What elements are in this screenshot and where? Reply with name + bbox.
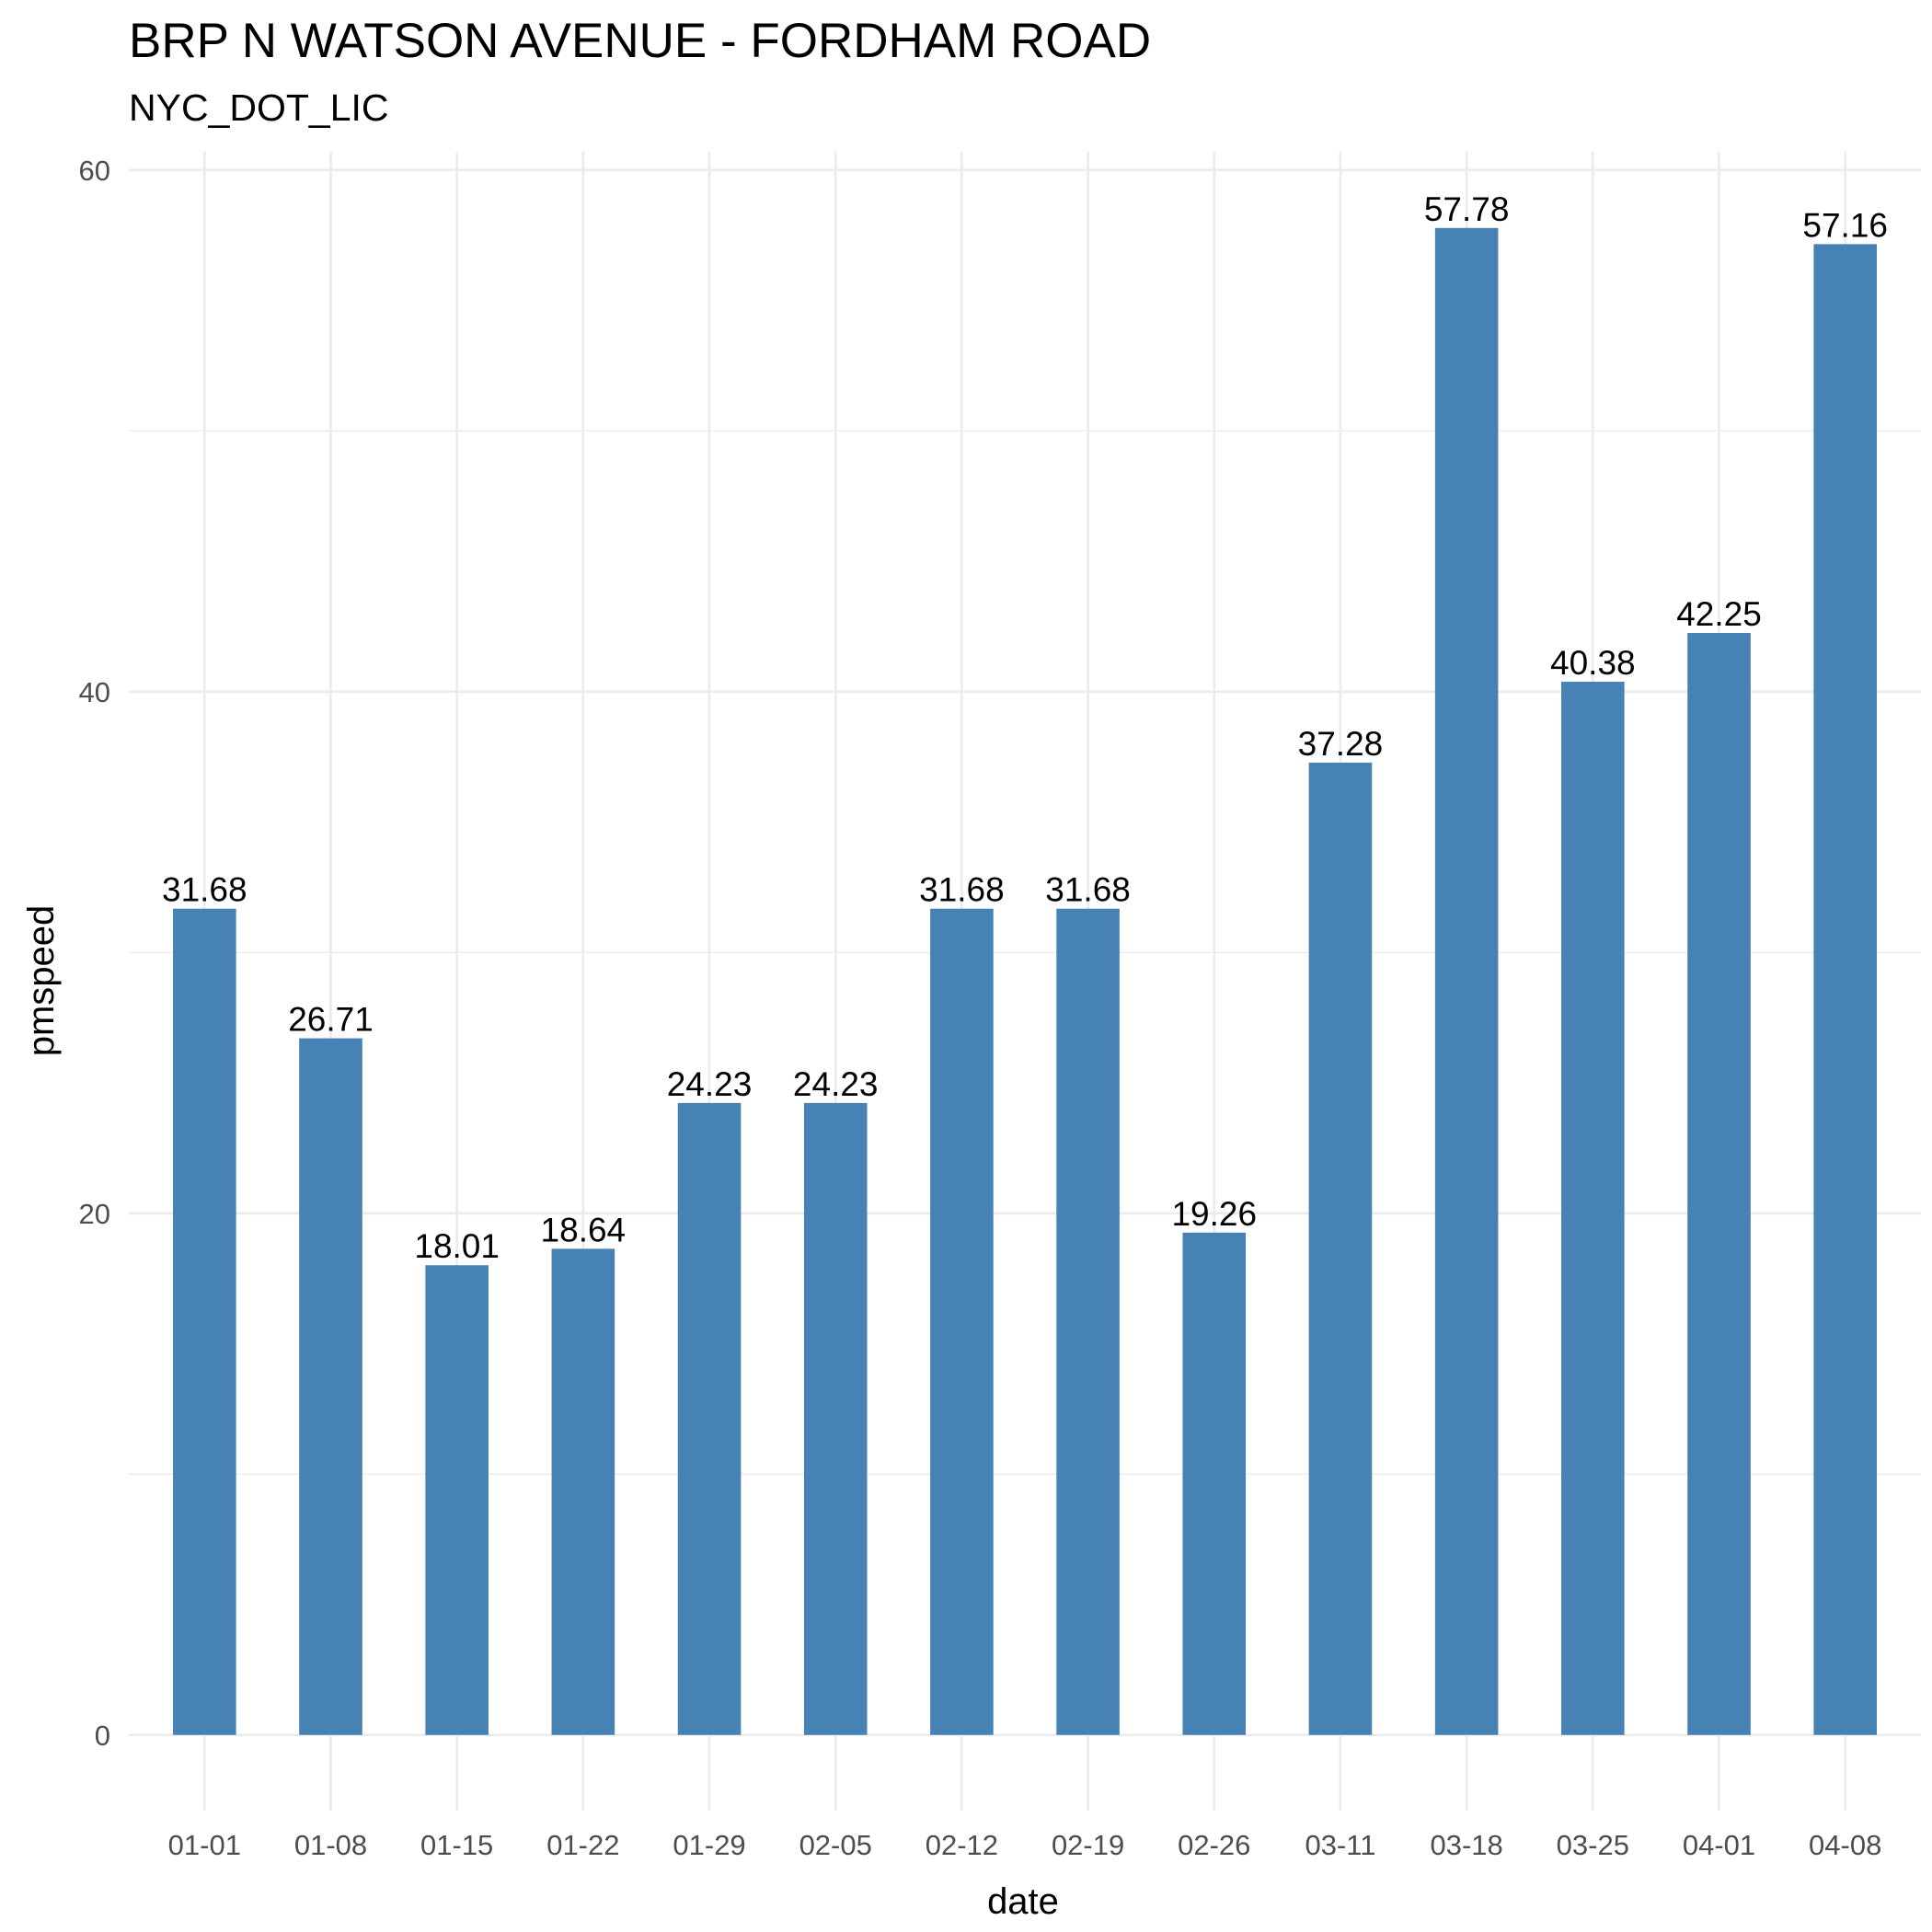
data-label: 31.68	[1045, 871, 1131, 909]
x-tick-label: 01-15	[420, 1829, 493, 1861]
bar-01-01	[173, 908, 236, 1735]
y-tick-label: 0	[95, 1719, 110, 1752]
data-labels: 31.68 26.71 18.01 18.64 24.23 24.23 31.68 31.68…	[162, 190, 1888, 1265]
data-label: 42.25	[1676, 595, 1762, 633]
y-tick-label: 60	[79, 155, 110, 187]
data-label: 24.23	[667, 1065, 753, 1103]
data-label: 40.38	[1550, 644, 1636, 682]
bar-03-18	[1434, 227, 1499, 1735]
bar-01-15	[425, 1265, 489, 1735]
x-tick-label: 03-25	[1557, 1829, 1629, 1861]
x-tick-label: 04-01	[1683, 1829, 1755, 1861]
data-label: 24.23	[793, 1065, 879, 1103]
x-tick-label: 02-05	[799, 1829, 872, 1861]
x-tick-label: 01-22	[546, 1829, 619, 1861]
data-label: 26.71	[288, 1001, 374, 1039]
y-axis-tick-labels: 0 20 40 60	[79, 155, 110, 1752]
bar-02-19	[1056, 908, 1120, 1735]
x-tick-label: 01-08	[294, 1829, 367, 1861]
x-tick-label: 01-01	[168, 1829, 241, 1861]
data-label: 31.68	[162, 871, 247, 909]
bar-03-11	[1308, 762, 1373, 1735]
data-label: 18.01	[414, 1227, 500, 1265]
minor-gridlines	[129, 430, 1921, 1475]
chart-title: BRP N WATSON AVENUE - FORDHAM ROAD	[129, 14, 1151, 68]
bar-01-08	[299, 1038, 362, 1735]
x-tick-label: 04-08	[1809, 1829, 1881, 1861]
bar-02-05	[803, 1102, 868, 1735]
bar-04-01	[1687, 633, 1751, 1735]
data-label: 31.68	[919, 871, 1005, 909]
bars	[173, 227, 1877, 1735]
y-axis-title: pmspeed	[21, 905, 62, 1057]
bar-02-26	[1182, 1232, 1247, 1735]
major-gridlines	[129, 152, 1921, 1811]
y-tick-label: 20	[79, 1198, 110, 1230]
x-tick-label: 03-18	[1430, 1829, 1502, 1861]
chart-subtitle: NYC_DOT_LIC	[129, 86, 389, 129]
bar-01-22	[551, 1248, 615, 1735]
x-tick-label: 02-12	[926, 1829, 998, 1861]
y-tick-label: 40	[79, 676, 110, 708]
data-label: 37.28	[1298, 725, 1384, 763]
bar-02-12	[930, 908, 994, 1735]
bar-01-29	[677, 1102, 742, 1735]
x-axis-title: date	[987, 1881, 1059, 1922]
data-label: 19.26	[1171, 1195, 1257, 1233]
data-label: 57.78	[1424, 190, 1510, 228]
x-tick-label: 02-19	[1052, 1829, 1124, 1861]
x-axis-tick-labels: 01-01 01-08 01-15 01-22 01-29 02-05 02-12 02-19…	[168, 1829, 1882, 1861]
data-label: 18.64	[541, 1211, 627, 1248]
bar-03-25	[1561, 682, 1625, 1735]
bar-04-08	[1813, 244, 1877, 1735]
x-tick-label: 01-29	[673, 1829, 745, 1861]
x-tick-label: 02-26	[1178, 1829, 1250, 1861]
data-label: 57.16	[1802, 206, 1888, 244]
x-tick-label: 03-11	[1305, 1829, 1375, 1861]
